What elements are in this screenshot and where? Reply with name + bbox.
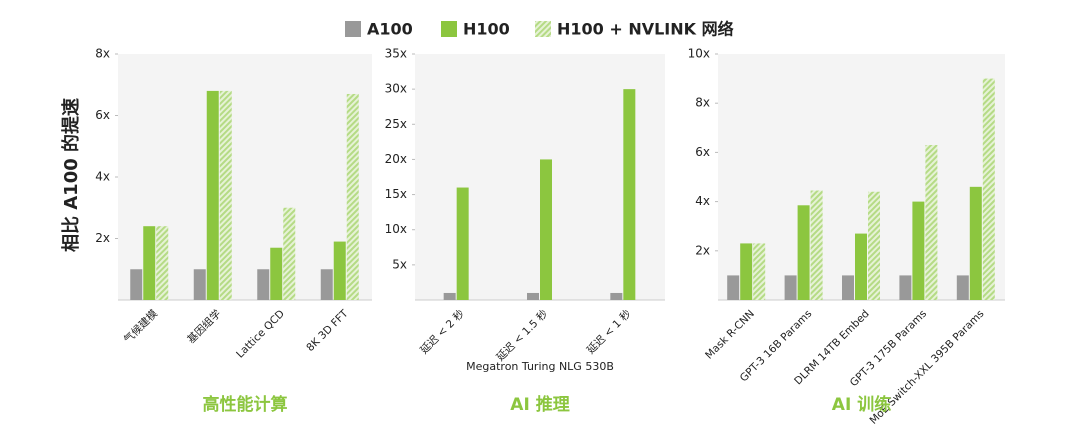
legend-swatch — [345, 21, 361, 37]
bar — [855, 233, 867, 300]
legend-swatch — [441, 21, 457, 37]
bar — [899, 275, 912, 300]
bar — [270, 247, 283, 300]
x-axis-label: AI 训练 — [832, 394, 891, 415]
y-tick-label: 6x — [695, 145, 710, 159]
bar — [740, 243, 753, 300]
bar — [540, 159, 552, 300]
y-tick-label: 35x — [385, 47, 407, 61]
bar — [610, 292, 623, 300]
legend-label: H100 — [463, 20, 510, 39]
y-tick-label: 8x — [695, 96, 710, 110]
bar — [982, 78, 995, 300]
x-tick-label: 气候建模 — [121, 307, 160, 346]
x-tick-label: 8K 3D FFT — [304, 307, 351, 354]
legend-label: A100 — [367, 20, 413, 39]
y-tick-label: 10x — [688, 47, 710, 61]
bar — [623, 89, 636, 301]
bar — [130, 269, 143, 300]
y-tick-label: 2x — [695, 243, 710, 257]
bar — [333, 241, 346, 300]
bar — [753, 243, 766, 300]
y-tick-label: 4x — [95, 170, 110, 184]
bar — [527, 292, 539, 300]
y-tick-label: 25x — [385, 117, 407, 131]
x-tick-label: 基因组学 — [185, 307, 224, 346]
bar — [346, 93, 359, 300]
y-tick-label: 8x — [95, 47, 110, 61]
bar — [193, 269, 206, 300]
legend-swatch — [535, 21, 551, 37]
bar — [925, 145, 938, 300]
bar — [320, 269, 333, 300]
annotation: Megatron Turing NLG 530B — [466, 360, 614, 373]
x-axis-label: AI 推理 — [510, 394, 569, 415]
x-axis-label: 高性能计算 — [203, 394, 288, 415]
bar — [810, 190, 823, 300]
bar — [969, 186, 982, 300]
y-tick-label: 6x — [95, 108, 110, 122]
bar — [456, 187, 469, 300]
bar — [956, 275, 969, 300]
y-tick-label: 4x — [695, 194, 710, 208]
y-tick-label: 30x — [385, 82, 407, 96]
y-tick-label: 5x — [392, 257, 407, 271]
bar — [156, 226, 169, 300]
bar — [797, 205, 810, 300]
bar — [727, 275, 740, 300]
y-tick-label: 10x — [385, 222, 407, 236]
x-tick-label: 延迟 < 1.5 秒 — [494, 307, 551, 364]
x-tick-label: Lattice QCD — [234, 308, 287, 361]
bar — [257, 269, 270, 300]
bar — [206, 90, 219, 301]
bar — [443, 292, 456, 300]
y-tick-label: 15x — [385, 187, 407, 201]
bar — [868, 191, 880, 300]
x-tick-label: Mask R-CNN — [703, 308, 757, 362]
bar — [143, 226, 156, 300]
bar — [283, 207, 296, 300]
bar — [912, 201, 925, 300]
y-axis-label: 相比 A100 的提速 — [60, 98, 82, 252]
bar — [842, 275, 854, 300]
x-tick-label: 延迟 < 2 秒 — [417, 307, 467, 357]
legend-label: H100 + NVLINK 网络 — [557, 20, 734, 39]
y-tick-label: 20x — [385, 152, 407, 166]
bar — [784, 275, 797, 300]
y-tick-label: 2x — [95, 231, 110, 245]
x-tick-label: 延迟 < 1 秒 — [584, 307, 634, 357]
bar — [219, 90, 232, 301]
